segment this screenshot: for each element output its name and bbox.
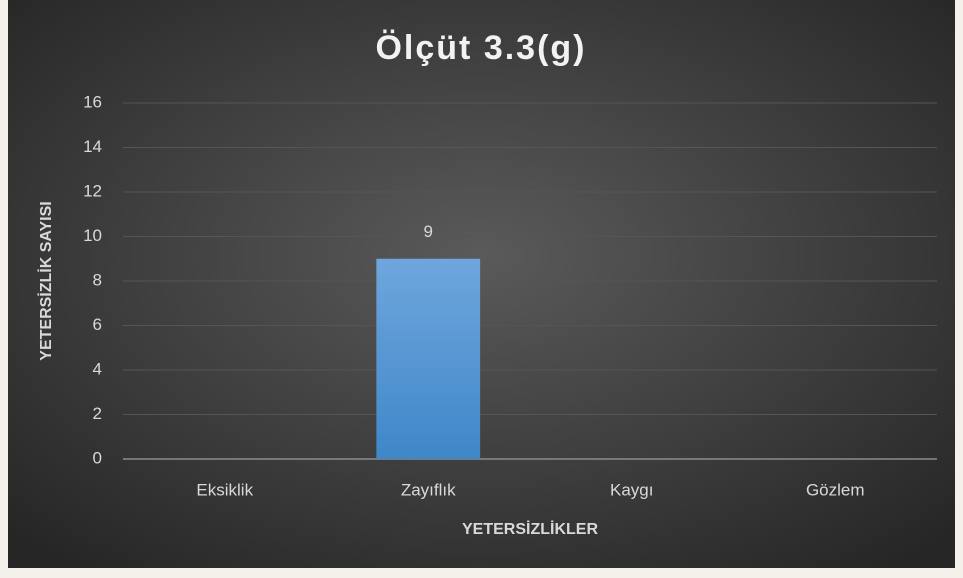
y-tick-label: 4 xyxy=(93,359,102,378)
y-tick-label: 2 xyxy=(93,404,102,423)
x-tick-label: Gözlem xyxy=(806,480,865,499)
chart-background xyxy=(8,0,955,568)
y-axis-label: YETERSİZLİK SAYISI xyxy=(37,201,55,360)
y-tick-label: 14 xyxy=(83,137,102,156)
y-tick-label: 10 xyxy=(83,226,102,245)
chart-title: Ölçüt 3.3(g) xyxy=(375,29,586,67)
x-axis-label: YETERSİZLİKLER xyxy=(462,520,598,538)
x-tick-label: Eksiklik xyxy=(196,480,253,499)
y-tick-label: 16 xyxy=(83,92,102,111)
x-tick-label: Zayıflık xyxy=(401,480,456,499)
y-tick-label: 0 xyxy=(93,448,102,467)
y-tick-label: 12 xyxy=(83,181,102,200)
y-tick-label: 8 xyxy=(93,270,102,289)
y-tick-label: 6 xyxy=(93,315,102,334)
x-tick-label: Kaygı xyxy=(610,480,653,499)
bar xyxy=(376,258,481,459)
data-label: 9 xyxy=(424,222,433,241)
